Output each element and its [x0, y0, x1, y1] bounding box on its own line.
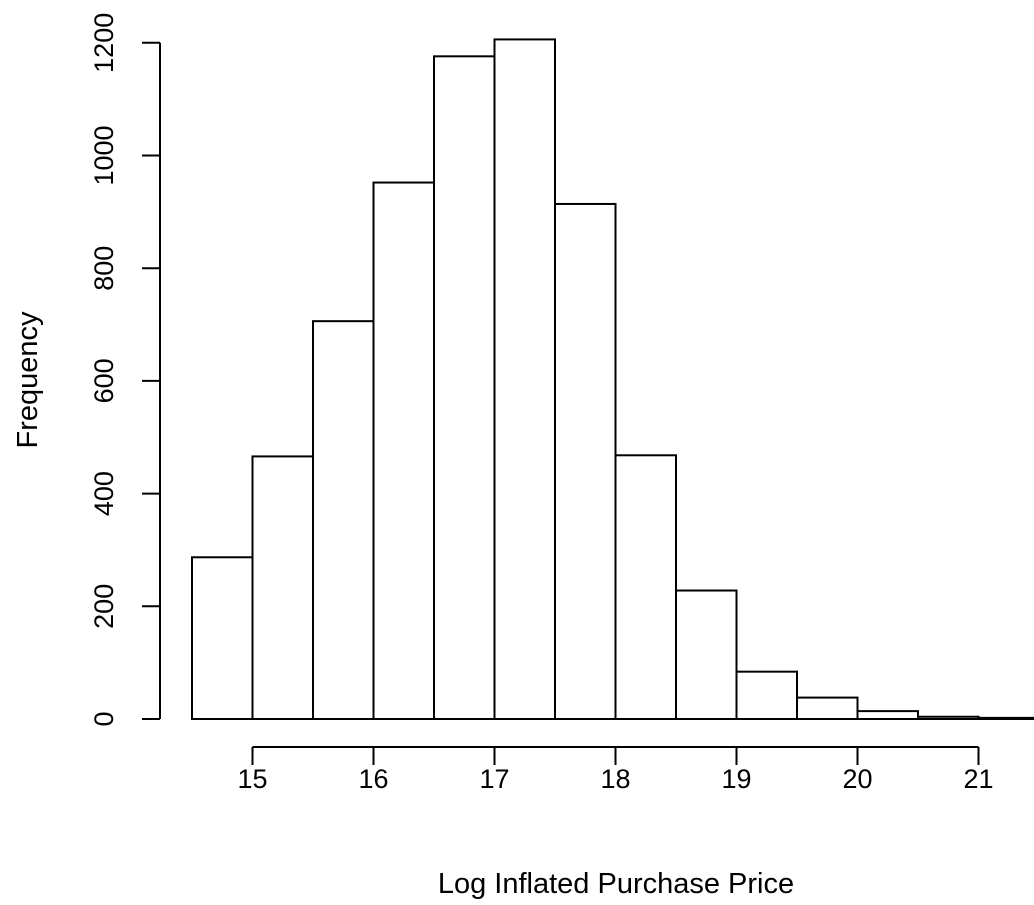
histogram-bars — [191, 38, 1034, 721]
x-axis-label: Log Inflated Purchase Price — [438, 868, 794, 900]
y-tick-label: 600 — [89, 358, 119, 403]
histogram-bar — [796, 696, 859, 720]
histogram-bar — [675, 589, 738, 720]
x-tick-label: 15 — [237, 764, 267, 794]
histogram-bar — [312, 320, 375, 720]
histogram-bar — [251, 455, 314, 720]
y-axis-label: Frequency — [12, 311, 44, 449]
y-tick-label: 200 — [89, 584, 119, 629]
histogram-bar — [191, 556, 254, 721]
y-tick-label: 0 — [89, 711, 119, 726]
histogram-bar — [493, 38, 556, 720]
histogram-bar — [433, 55, 496, 721]
y-tick-label: 400 — [89, 471, 119, 516]
y-tick-label: 1200 — [89, 13, 119, 73]
y-tick-label: 800 — [89, 246, 119, 291]
x-tick-label: 18 — [600, 764, 630, 794]
x-tick-label: 20 — [842, 764, 872, 794]
y-tick-label: 1000 — [89, 125, 119, 185]
y-axis: 0 200 400 600 800 1000 1200 — [89, 13, 161, 727]
x-tick-label: 16 — [358, 764, 388, 794]
histogram-bar — [856, 710, 919, 721]
histogram-bar — [372, 181, 435, 721]
histogram-bar — [614, 454, 677, 720]
x-tick-label: 19 — [721, 764, 751, 794]
histogram-bar — [554, 202, 617, 720]
x-axis: 15 16 17 18 19 20 21 — [237, 746, 994, 794]
x-tick-label: 17 — [479, 764, 509, 794]
histogram-bar — [735, 670, 798, 721]
x-tick-label: 21 — [963, 764, 993, 794]
